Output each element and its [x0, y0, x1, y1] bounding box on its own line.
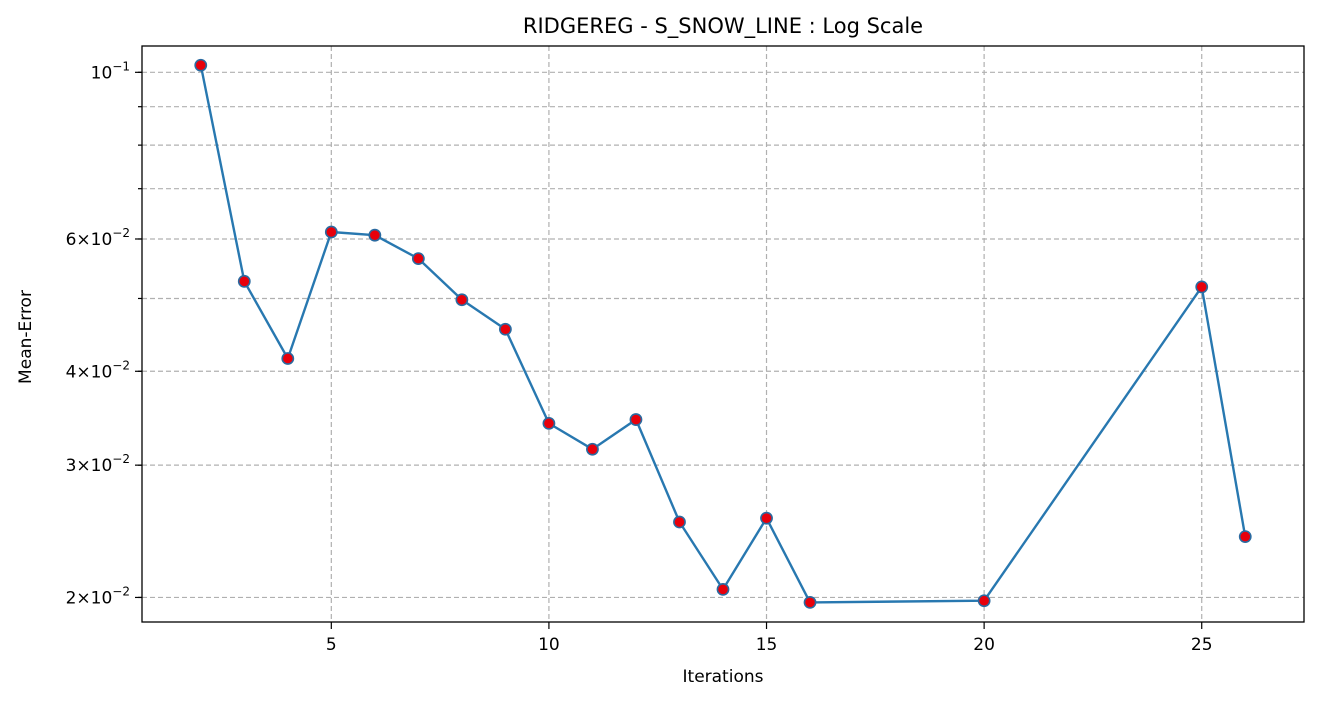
data-point: [977, 594, 991, 608]
data-point: [1195, 280, 1209, 294]
y-tick-label: 10−1: [91, 59, 130, 83]
y-tick-label: 3×10−2: [66, 452, 130, 476]
y-axis-ticks: 10−1 6×10−2 4×10−2 3×10−2 2×10−2: [66, 59, 142, 608]
data-point: [324, 225, 338, 239]
data-point: [629, 413, 643, 426]
data-point: [803, 595, 817, 609]
x-tick-label: 10: [538, 635, 560, 655]
x-tick-label: 25: [1191, 635, 1213, 655]
data-point: [673, 515, 686, 529]
x-tick-label: 20: [973, 635, 995, 655]
x-axis-ticks: 5 10 15 20 25: [326, 622, 1213, 655]
data-point: [1238, 530, 1252, 543]
y-tick-label: 6×10−2: [66, 226, 130, 250]
y-axis-label: Mean-Error: [16, 290, 36, 384]
data-point: [281, 352, 295, 365]
chart-title: RIDGEREG - S_SNOW_LINE : Log Scale: [523, 14, 923, 39]
data-point: [586, 442, 599, 456]
grid: [142, 46, 1304, 622]
data-point: [368, 228, 382, 242]
x-tick-label: 15: [756, 635, 778, 655]
plot-frame: [141, 45, 1305, 623]
series-line: [199, 64, 1247, 604]
data-point: [760, 511, 773, 525]
data-point: [237, 274, 251, 288]
data-point: [498, 322, 512, 336]
data-point: [455, 293, 469, 307]
data-point: [542, 416, 556, 430]
data-point: [411, 252, 425, 265]
y-tick-label: 2×10−2: [66, 584, 130, 608]
series-mean-error: [194, 58, 1252, 609]
data-point: [194, 58, 208, 72]
data-point: [716, 582, 730, 596]
x-axis-label: Iterations: [683, 667, 764, 687]
x-tick-label: 5: [326, 635, 337, 655]
y-tick-label: 4×10−2: [66, 358, 130, 382]
